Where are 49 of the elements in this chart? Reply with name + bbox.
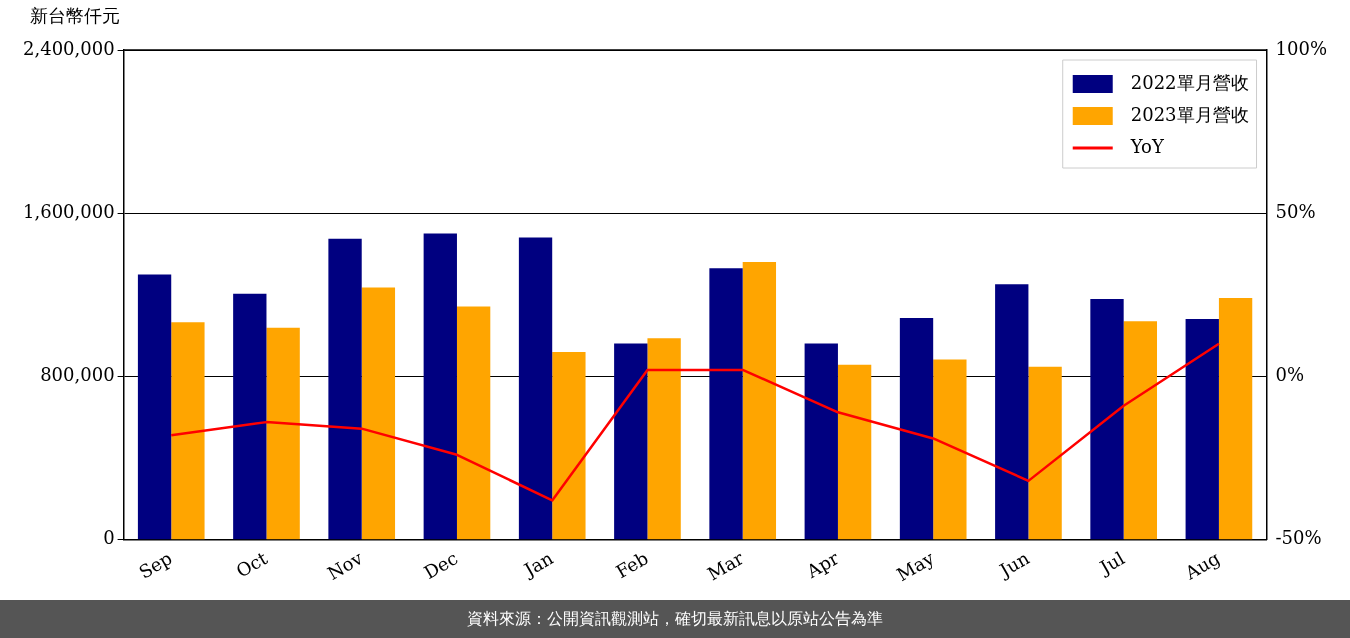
y-tick-label: 800,000 bbox=[40, 364, 115, 386]
y-axis-title: 新台幣仟元 bbox=[30, 4, 120, 26]
bar bbox=[328, 238, 362, 540]
bar bbox=[709, 268, 743, 540]
y2-tick-label: -50% bbox=[1275, 527, 1322, 549]
bar bbox=[518, 237, 553, 540]
x-tick-label: Jan bbox=[518, 547, 557, 582]
bar bbox=[995, 284, 1029, 540]
bar bbox=[1218, 298, 1253, 540]
bar bbox=[647, 338, 681, 540]
x-tick-label: Aug bbox=[1180, 547, 1224, 585]
bar bbox=[742, 261, 777, 540]
x-tick-label: Mar bbox=[703, 547, 748, 585]
bar bbox=[266, 327, 300, 540]
bar bbox=[837, 364, 872, 540]
bar bbox=[361, 287, 396, 540]
y2-tick-label: 50% bbox=[1275, 200, 1316, 222]
legend-label: 2022單月營收 bbox=[1130, 71, 1249, 93]
source-note: 資料來源：公開資訊觀測站，確切最新訊息以原站公告為準 bbox=[0, 600, 1350, 638]
x-tick-label: Jul bbox=[1094, 547, 1129, 579]
x-tick-label: Oct bbox=[232, 546, 272, 582]
bar bbox=[423, 233, 457, 540]
bar bbox=[171, 322, 205, 540]
x-tick-label: Nov bbox=[323, 546, 367, 584]
bar bbox=[1123, 321, 1158, 540]
bar bbox=[1185, 319, 1219, 540]
x-tick-label: Sep bbox=[135, 547, 176, 583]
bar bbox=[1028, 366, 1062, 540]
bar bbox=[137, 274, 172, 540]
y-tick-label: 2,400,000 bbox=[23, 37, 115, 59]
bar bbox=[456, 306, 491, 540]
legend-label: 2023單月營收 bbox=[1130, 103, 1249, 125]
y2-tick-label: 0% bbox=[1275, 364, 1305, 386]
x-tick-label: Feb bbox=[612, 547, 652, 583]
x-tick-label: May bbox=[892, 546, 939, 586]
bar bbox=[233, 293, 267, 540]
bar bbox=[614, 343, 648, 540]
y2-tick-label: 100% bbox=[1275, 37, 1328, 59]
x-tick-label: Jun bbox=[994, 547, 1034, 582]
y-tick-label: 0 bbox=[103, 527, 115, 549]
bar bbox=[552, 351, 586, 540]
bar bbox=[1090, 299, 1124, 540]
legend-label: YoY bbox=[1129, 135, 1165, 157]
bar bbox=[899, 318, 934, 540]
y-tick-label: 1,600,000 bbox=[23, 200, 115, 222]
x-tick-label: Apr bbox=[802, 547, 843, 583]
bar bbox=[804, 343, 838, 540]
bar bbox=[933, 359, 967, 540]
x-tick-label: Dec bbox=[420, 547, 462, 584]
